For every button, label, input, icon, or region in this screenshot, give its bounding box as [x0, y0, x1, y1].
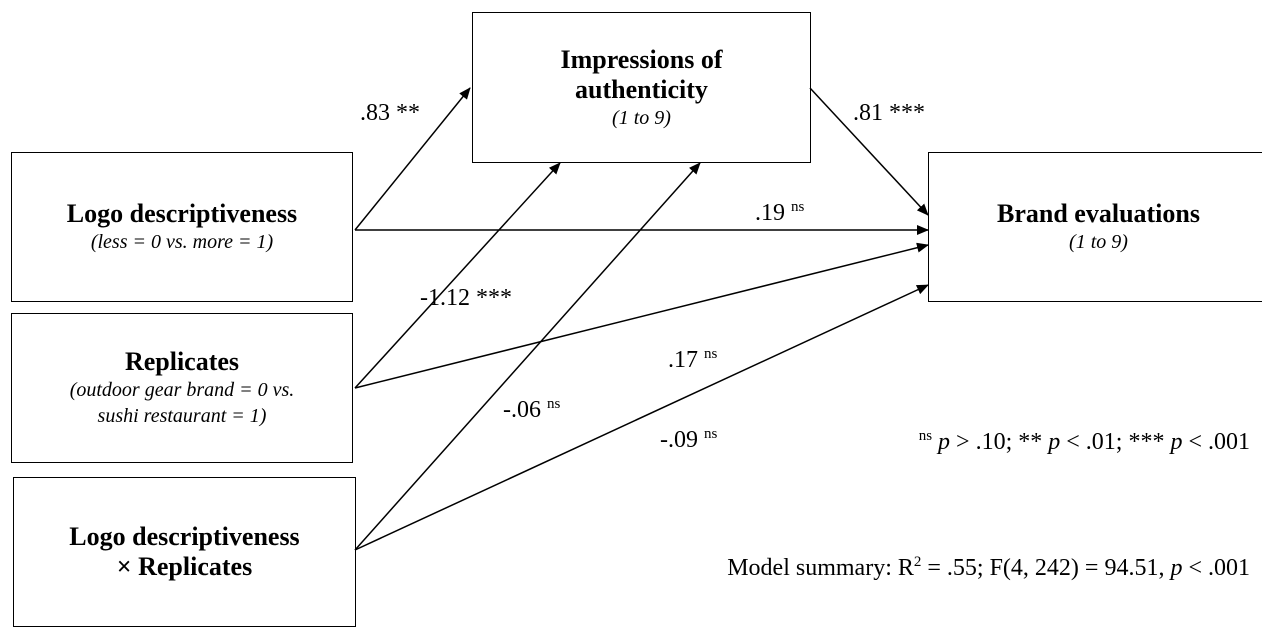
edges	[354, 87, 929, 551]
edge-label: .19 ns	[755, 199, 805, 226]
node-title: Logo descriptiveness	[69, 522, 300, 551]
edge-label: -.09 ns	[660, 426, 718, 453]
arrow	[354, 162, 561, 389]
text: > .10; **	[956, 429, 1043, 455]
node-subtitle: sushi restaurant = 1)	[97, 405, 267, 427]
node: Logo descriptiveness (less = 0 vs. more …	[11, 152, 353, 302]
text: < .001	[1188, 555, 1250, 581]
node-title: Impressions of	[560, 44, 723, 74]
node-title: Replicates	[124, 347, 240, 376]
text: p	[938, 429, 951, 455]
node-subtitle: (1 to 9)	[1069, 231, 1128, 253]
text: Model summary: R	[727, 555, 914, 581]
edge-label: -.06 ns	[503, 396, 561, 423]
edge-label: .81 ***	[853, 100, 925, 126]
text: < .01; ***	[1066, 429, 1165, 455]
edge-label: .83 **	[360, 100, 420, 126]
node-subtitle: (outdoor gear brand = 0 vs.	[69, 379, 295, 401]
sig-mark: ns	[918, 428, 933, 444]
node-subtitle: (1 to 9)	[612, 106, 671, 129]
text: p	[1170, 429, 1183, 455]
edge-label: -1.12 ***	[420, 285, 512, 311]
text: p	[1048, 429, 1061, 455]
arrow	[354, 284, 929, 551]
text: = .55; F(4, 242) = 94.51,	[927, 555, 1165, 581]
superscript: 2	[913, 554, 922, 570]
node-title: × Replicates	[116, 552, 253, 581]
node: Brand evaluations (1 to 9)	[928, 152, 1262, 302]
edge-label: .17 ns	[668, 346, 718, 373]
node-subtitle: (less = 0 vs. more = 1)	[90, 231, 274, 253]
arrow	[354, 242, 929, 389]
text: < .001	[1188, 429, 1250, 455]
model-summary: Model summary: R2 = .55; F(4, 242) = 94.5…	[727, 554, 1250, 582]
arrow	[354, 162, 701, 551]
arrow	[809, 87, 929, 216]
node-title: Brand evaluations	[997, 199, 1200, 228]
node-title: Logo descriptiveness	[66, 199, 298, 228]
node: Replicates (outdoor gear brand = 0 vs. s…	[11, 313, 353, 463]
footnote: ns p > .10; ** p < .01; *** p < .001	[919, 428, 1250, 456]
node-title: authenticity	[575, 74, 708, 104]
node: Logo descriptiveness × Replicates	[13, 477, 356, 627]
node: Impressions of authenticity (1 to 9)	[472, 12, 811, 163]
arrow	[354, 87, 471, 231]
text: p	[1170, 555, 1183, 581]
